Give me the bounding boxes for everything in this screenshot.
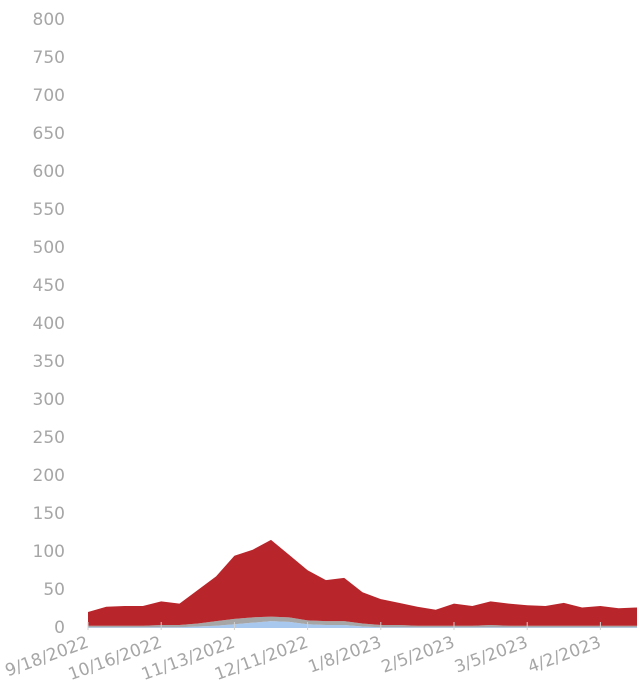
y-tick-label: 100 (33, 542, 65, 562)
y-tick-label: 200 (33, 466, 65, 486)
y-tick-label: 250 (33, 428, 65, 448)
x-tick-label: 4/2/2023 (525, 633, 604, 678)
y-tick-label: 550 (33, 200, 65, 220)
y-tick-label: 350 (33, 352, 65, 372)
y-tick-label: 600 (33, 162, 65, 182)
y-tick-label: 500 (33, 238, 65, 258)
area (88, 616, 637, 628)
y-tick-label: 50 (43, 580, 65, 600)
x-tick-label: 1/8/2023 (306, 633, 385, 678)
x-tick-label: 3/5/2023 (452, 633, 531, 678)
y-tick-label: 0 (54, 618, 65, 638)
area (88, 539, 637, 626)
y-tick-label: 650 (33, 124, 65, 144)
y-tick-label: 400 (33, 314, 65, 334)
y-tick-label: 300 (33, 390, 65, 410)
y-tick-label: 150 (33, 504, 65, 524)
area (88, 621, 637, 628)
x-tick-label: 2/5/2023 (379, 633, 458, 678)
y-tick-label: 800 (33, 10, 65, 30)
y-tick-label: 450 (33, 276, 65, 296)
y-tick-label: 700 (33, 86, 65, 106)
y-tick-label: 750 (33, 48, 65, 68)
